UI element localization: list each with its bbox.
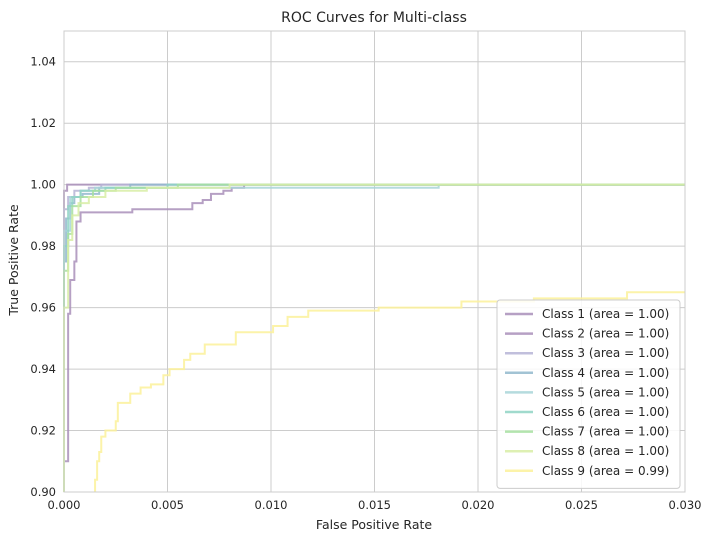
plot-border: [63, 30, 686, 493]
legend-entry-label: Class 1 (area = 1.00): [542, 307, 669, 321]
legend-entry-label: Class 3 (area = 1.00): [542, 346, 669, 360]
x-tick-label: 0.005: [151, 498, 184, 512]
y-axis-label: True Positive Rate: [6, 204, 21, 317]
chart-title: ROC Curves for Multi-class: [281, 10, 467, 26]
y-tick-label: 1.00: [30, 178, 56, 192]
legend-entry-label: Class 6 (area = 1.00): [542, 405, 669, 419]
legend-entry-label: Class 2 (area = 1.00): [542, 327, 669, 341]
x-tick-label: 0.020: [462, 498, 495, 512]
x-tick-labels: 0.000 0.005 0.010 0.015 0.020 0.025 0.030: [48, 498, 702, 512]
series-line-class-3: [63, 183, 685, 492]
legend-entry-label: Class 5 (area = 1.00): [542, 385, 669, 399]
legend-entry-label: Class 9 (area = 0.99): [542, 464, 669, 478]
y-tick-label: 0.98: [30, 239, 56, 253]
series-line-class-8: [63, 183, 685, 492]
x-tick-label: 0.030: [669, 498, 702, 512]
y-tick-label: 1.04: [30, 55, 56, 69]
y-tick-label: 0.96: [30, 301, 56, 315]
legend-entry-label: Class 7 (area = 1.00): [542, 425, 669, 439]
y-tick-label: 0.92: [30, 424, 56, 438]
plot-frame: [63, 30, 686, 493]
x-tick-label: 0.010: [255, 498, 288, 512]
x-axis-label: False Positive Rate: [316, 517, 432, 532]
x-tick-label: 0.025: [565, 498, 598, 512]
y-tick-label: 1.02: [30, 116, 56, 130]
y-tick-label: 0.90: [30, 485, 56, 499]
legend: Class 1 (area = 1.00) Class 2 (area = 1.0…: [496, 299, 681, 489]
legend-box: [496, 299, 681, 489]
legend-entry-label: Class 4 (area = 1.00): [542, 366, 669, 380]
y-tick-label: 0.94: [30, 362, 56, 376]
x-tick-label: 0.015: [358, 498, 391, 512]
x-tick-label: 0.000: [48, 498, 81, 512]
y-tick-labels: 0.90 0.92 0.94 0.96 0.98 1.00 1.02 1.04: [30, 55, 56, 499]
legend-entry-label: Class 8 (area = 1.00): [542, 444, 669, 458]
series-line-class-9: [94, 291, 685, 492]
series-line-class-2: [63, 183, 685, 492]
